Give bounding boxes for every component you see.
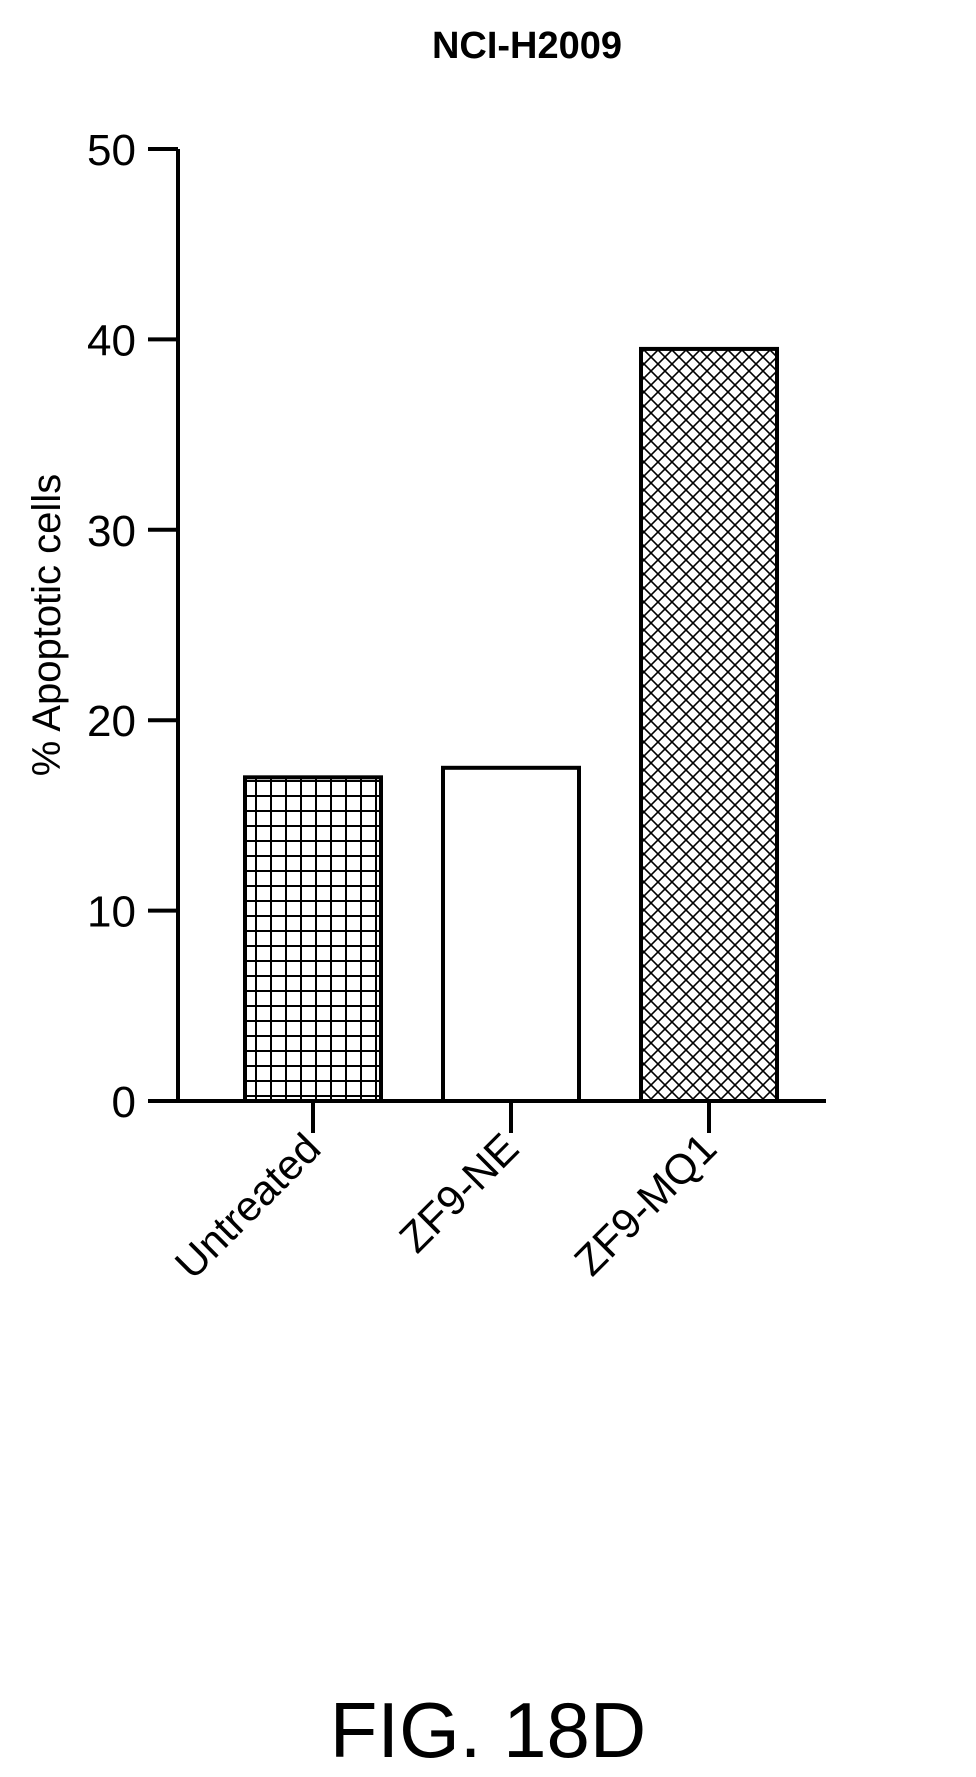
y-tick-label: 0 [112, 1078, 136, 1127]
y-tick-label: 10 [87, 888, 136, 937]
figure-caption: FIG. 18D [329, 1686, 647, 1774]
y-tick-label: 50 [87, 126, 136, 175]
y-tick-label: 40 [87, 316, 136, 365]
y-axis-label: % Apoptotic cells [25, 474, 69, 776]
y-axis: 0 10 20 30 40 50 [87, 126, 180, 1127]
x-tick-label: ZF9-NE [390, 1124, 527, 1261]
x-axis: Untreated ZF9-NE ZF9-MQ1 [166, 1099, 826, 1288]
x-tick-label: Untreated [166, 1124, 330, 1288]
chart-title: NCI-H2009 [432, 25, 622, 67]
bar-zf9-mq1 [639, 346, 779, 1104]
bar-chart: NCI-H2009 % Apoptotic cells 01020304050 … [25, 25, 826, 1288]
y-tick-label: 20 [87, 697, 136, 746]
bar-zf9-ne [441, 765, 581, 1103]
x-tick-label: ZF9-MQ1 [565, 1124, 725, 1284]
y-tick-label: 30 [87, 507, 136, 556]
bars-group [243, 346, 779, 1104]
bar-untreated [243, 775, 383, 1103]
